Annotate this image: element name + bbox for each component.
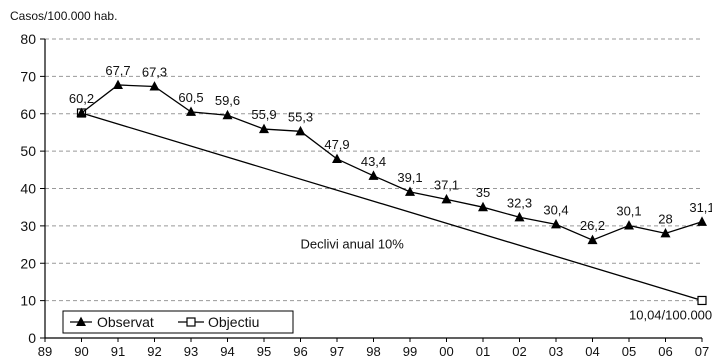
x-tick-label: 95	[257, 344, 271, 359]
objectiu-marker	[697, 295, 707, 306]
legend: Observat Objectiu	[62, 310, 294, 334]
observat-marker	[295, 125, 306, 136]
data-label: 67,3	[142, 64, 167, 79]
objectiu-line	[81, 112, 703, 302]
x-tick-label: 00	[439, 344, 453, 359]
x-tick-label: 94	[220, 344, 234, 359]
observat-marker	[259, 123, 269, 134]
data-label: 26,2	[580, 218, 605, 233]
data-label: 55,9	[251, 107, 276, 122]
x-tick-label: 89	[38, 344, 52, 359]
x-ticks: 89 90 91 92 93 94 95 96 97 98 99 00 01 02 03 04 05 06 07	[38, 338, 709, 359]
x-tick-label: 01	[476, 344, 490, 359]
y-tick-label: 50	[20, 143, 36, 159]
data-label: 55,3	[288, 109, 313, 124]
y-axis-label: Casos/100.000 hab.	[10, 9, 117, 23]
observat-marker	[660, 227, 671, 238]
y-tick-label: 30	[20, 218, 36, 234]
y-tick-label: 0	[28, 330, 36, 346]
observat-marker	[624, 220, 634, 230]
x-tick-label: 98	[366, 344, 380, 359]
observat-marker	[186, 106, 196, 116]
x-tick-label: 02	[512, 344, 526, 359]
decline-annotation: Declivi anual 10%	[301, 236, 405, 251]
observat-marker	[332, 153, 342, 164]
observat-marker	[587, 234, 598, 245]
observat-line	[81, 84, 703, 241]
data-label: 59,6	[215, 93, 240, 108]
data-label: 47,9	[324, 137, 349, 152]
legend-observat-label: Observat	[97, 314, 154, 330]
target-annotation: 10,04/100.000	[629, 307, 712, 322]
data-label: 60,2	[69, 91, 94, 106]
observat-marker	[113, 79, 123, 90]
observat-marker	[405, 186, 415, 196]
x-tick-label: 07	[695, 344, 709, 359]
observat-marker	[368, 170, 379, 180]
x-tick-label: 90	[74, 344, 88, 359]
data-label: 67,7	[105, 63, 130, 78]
legend-objectiu-marker	[186, 317, 196, 327]
y-tick-label: 80	[20, 31, 36, 47]
data-label: 28	[658, 211, 672, 226]
y-tick-label: 70	[20, 68, 36, 84]
data-label: 37,1	[434, 177, 459, 192]
y-ticks: 0 10 20 30 40 50 60 70 80	[20, 31, 45, 346]
axes	[44, 39, 702, 339]
x-tick-label: 05	[622, 344, 636, 359]
data-label: 60,5	[178, 90, 203, 105]
x-tick-label: 93	[184, 344, 198, 359]
observat-marker	[149, 81, 160, 91]
data-label: 32,3	[507, 195, 532, 210]
data-label: 43,4	[361, 154, 386, 169]
legend-objectiu-label: Objectiu	[208, 314, 259, 330]
x-tick-label: 96	[293, 344, 307, 359]
observat-marker	[222, 109, 233, 120]
data-label: 35	[476, 185, 490, 200]
y-tick-label: 10	[20, 293, 36, 309]
observat-marker	[441, 193, 452, 204]
x-tick-label: 99	[403, 344, 417, 359]
observat-marker	[514, 211, 525, 222]
y-tick-label: 60	[20, 106, 36, 122]
data-label: 30,1	[616, 204, 641, 219]
observat-marker	[76, 107, 87, 118]
x-tick-label: 97	[330, 344, 344, 359]
series-observat	[76, 79, 707, 245]
observat-marker	[697, 216, 707, 226]
x-tick-label: 04	[585, 344, 599, 359]
legend-observat-marker	[76, 316, 86, 327]
x-tick-label: 06	[658, 344, 672, 359]
y-tick-label: 20	[20, 255, 36, 271]
x-tick-label: 92	[147, 344, 161, 359]
data-label: 39,1	[397, 170, 422, 185]
data-label: 30,4	[543, 202, 568, 217]
y-tick-label: 40	[20, 181, 36, 197]
x-tick-label: 91	[111, 344, 125, 359]
observat-marker	[478, 201, 488, 212]
data-label: 31,1	[689, 200, 712, 215]
x-tick-label: 03	[549, 344, 563, 359]
data-labels: 60,2 67,7 67,3 60,5 59,6 55,9 55,3 47,9 43,4 39,1…	[69, 63, 712, 233]
observat-marker	[551, 218, 561, 229]
grid	[45, 38, 702, 302]
series-objectiu	[76, 108, 707, 306]
annotations: Declivi anual 10% 10,04/100.000	[301, 236, 712, 322]
